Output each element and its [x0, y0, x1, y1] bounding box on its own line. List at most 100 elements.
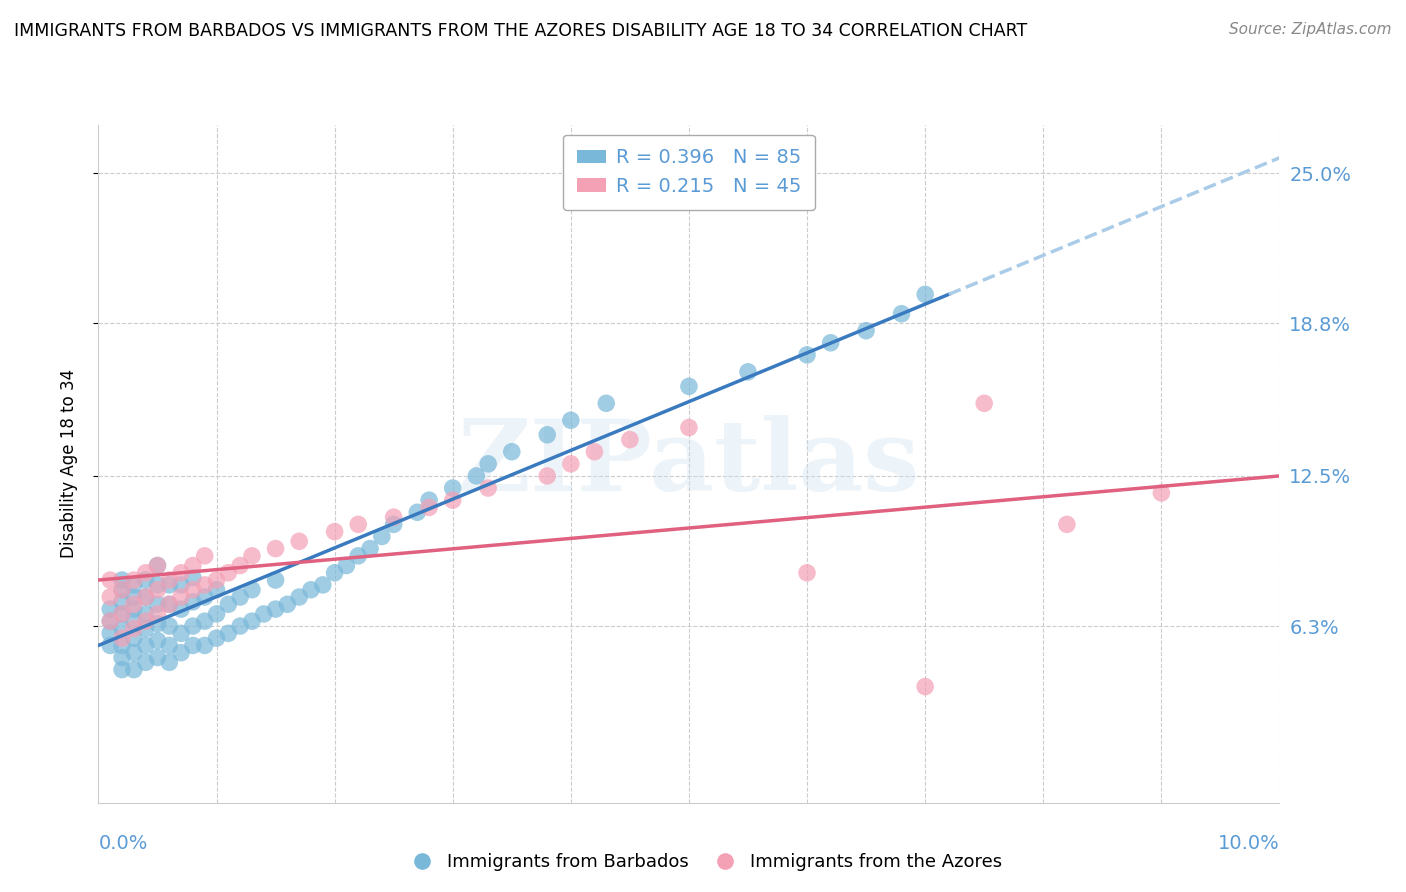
Point: [111, 607, 134, 621]
Point: [146, 616, 169, 631]
Point: [181, 558, 204, 573]
Y-axis label: Disability Age 18 to 34: Disability Age 18 to 34: [59, 369, 77, 558]
Point: [122, 578, 145, 592]
Point: [170, 626, 193, 640]
Point: [111, 582, 134, 597]
Point: [157, 597, 180, 611]
Point: [229, 590, 252, 604]
Point: [111, 607, 134, 621]
Point: [111, 595, 134, 609]
Legend: Immigrants from Barbados, Immigrants from the Azores: Immigrants from Barbados, Immigrants fro…: [396, 847, 1010, 879]
Point: [276, 597, 298, 611]
Point: [418, 500, 440, 515]
Point: [135, 590, 157, 604]
Point: [678, 379, 700, 393]
Point: [347, 517, 370, 532]
Point: [217, 566, 239, 580]
Point: [323, 524, 346, 539]
Point: [288, 534, 311, 549]
Point: [111, 582, 134, 597]
Point: [229, 558, 252, 573]
Point: [194, 639, 217, 653]
Point: [98, 614, 121, 628]
Point: [135, 566, 157, 580]
Point: [122, 597, 145, 611]
Point: [98, 573, 121, 587]
Point: [240, 549, 263, 563]
Point: [146, 650, 169, 665]
Point: [135, 590, 157, 604]
Point: [122, 614, 145, 628]
Point: [194, 549, 217, 563]
Point: [111, 650, 134, 665]
Point: [98, 590, 121, 604]
Point: [335, 558, 357, 573]
Point: [890, 307, 912, 321]
Point: [181, 571, 204, 585]
Point: [441, 493, 464, 508]
Point: [205, 573, 228, 587]
Point: [157, 639, 180, 653]
Point: [146, 558, 169, 573]
Point: [441, 481, 464, 495]
Point: [477, 481, 499, 495]
Point: [194, 578, 217, 592]
Text: 0.0%: 0.0%: [98, 834, 148, 853]
Point: [855, 324, 877, 338]
Point: [170, 590, 193, 604]
Point: [217, 597, 239, 611]
Point: [796, 566, 818, 580]
Point: [111, 663, 134, 677]
Point: [536, 469, 558, 483]
Point: [501, 444, 523, 458]
Point: [146, 582, 169, 597]
Point: [536, 427, 558, 442]
Point: [619, 433, 641, 447]
Point: [98, 614, 121, 628]
Point: [157, 597, 180, 611]
Text: Source: ZipAtlas.com: Source: ZipAtlas.com: [1229, 22, 1392, 37]
Point: [359, 541, 381, 556]
Point: [229, 619, 252, 633]
Point: [146, 558, 169, 573]
Point: [170, 578, 193, 592]
Point: [135, 607, 157, 621]
Point: [1150, 486, 1173, 500]
Point: [796, 348, 818, 362]
Point: [477, 457, 499, 471]
Point: [111, 631, 134, 645]
Point: [299, 582, 322, 597]
Point: [181, 619, 204, 633]
Point: [98, 626, 121, 640]
Point: [181, 595, 204, 609]
Point: [560, 413, 582, 427]
Point: [135, 639, 157, 653]
Point: [595, 396, 617, 410]
Point: [170, 646, 193, 660]
Point: [382, 517, 405, 532]
Point: [973, 396, 995, 410]
Point: [312, 578, 335, 592]
Point: [240, 582, 263, 597]
Point: [264, 573, 287, 587]
Point: [146, 633, 169, 648]
Point: [205, 582, 228, 597]
Point: [157, 578, 180, 592]
Point: [914, 287, 936, 301]
Point: [122, 631, 145, 645]
Point: [382, 510, 405, 524]
Point: [194, 590, 217, 604]
Point: [135, 614, 157, 628]
Point: [135, 573, 157, 587]
Point: [678, 420, 700, 434]
Point: [371, 529, 394, 543]
Point: [157, 573, 180, 587]
Point: [820, 335, 842, 350]
Point: [135, 622, 157, 636]
Point: [170, 602, 193, 616]
Point: [323, 566, 346, 580]
Point: [122, 622, 145, 636]
Point: [181, 582, 204, 597]
Point: [181, 639, 204, 653]
Point: [157, 619, 180, 633]
